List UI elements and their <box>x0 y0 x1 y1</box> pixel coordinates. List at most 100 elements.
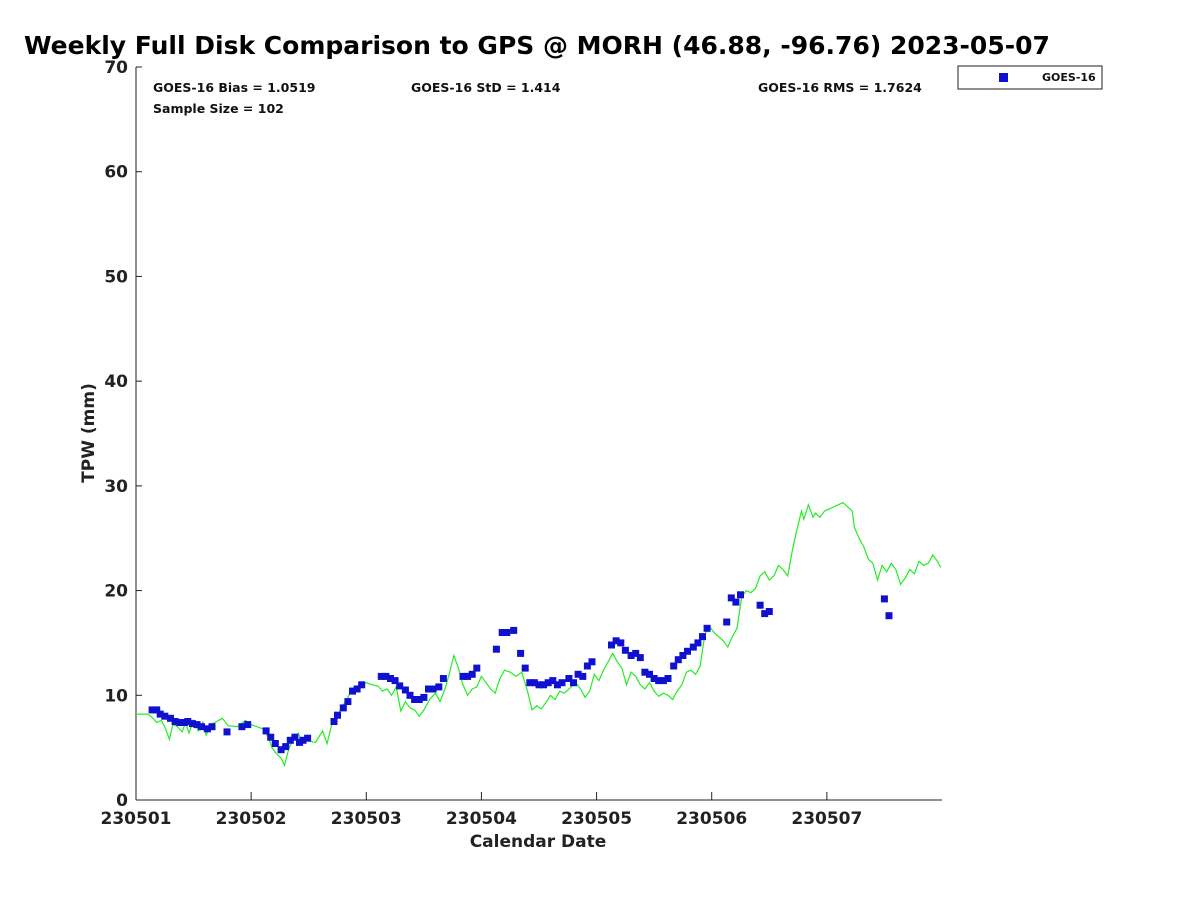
goes-16-point <box>664 675 672 682</box>
goes-16-point <box>679 652 687 659</box>
goes-16-point <box>401 686 409 694</box>
goes-16-point <box>208 723 216 731</box>
goes-16-point <box>608 641 615 649</box>
x-axis-label: Calendar Date <box>470 832 607 852</box>
x-tick-label: 230506 <box>676 809 747 829</box>
goes-16-point <box>387 675 394 682</box>
goes-16-point <box>468 670 476 678</box>
goes-16-point <box>156 710 164 718</box>
goes-16-point <box>184 718 192 725</box>
y-tick-label: 70 <box>104 58 128 78</box>
goes-16-point <box>588 658 596 666</box>
x-tick-label: 230503 <box>331 809 402 829</box>
x-ticks: 230501 230502 230503 230504 230505 230506 2305… <box>101 792 862 829</box>
goes-16-point <box>549 677 557 685</box>
y-tick-label: 60 <box>104 163 128 183</box>
goes-16-point <box>761 610 769 618</box>
goes-16-point <box>737 591 744 599</box>
y-tick-label: 30 <box>104 477 128 497</box>
y-tick-label: 50 <box>104 267 128 287</box>
goes-16-point <box>535 681 543 689</box>
goes-16-point <box>727 594 735 602</box>
y-tick-label: 0 <box>116 791 128 811</box>
goes-16-point <box>636 654 644 662</box>
legend: GOES-16 <box>957 65 1103 90</box>
gps-line <box>136 501 942 768</box>
goes-16-point <box>171 718 179 725</box>
goes-16-point <box>439 675 447 682</box>
goes-16-point <box>641 668 649 676</box>
legend-marker-goes-16 <box>999 73 1008 82</box>
goes-16-point <box>655 677 663 685</box>
goes-16-point <box>517 649 525 657</box>
goes-16-point <box>176 719 184 726</box>
goes-16-point <box>464 672 472 680</box>
goes-16-point <box>732 598 740 606</box>
goes-16-point <box>267 733 275 741</box>
goes-16-point <box>286 736 294 744</box>
goes-16-point <box>510 626 518 634</box>
goes-16-point <box>198 723 206 731</box>
goes-16-point <box>396 682 404 690</box>
goes-16-point <box>425 685 432 693</box>
goes-16-point <box>612 637 620 645</box>
goes-16-point <box>650 675 658 682</box>
y-tick-label: 10 <box>104 686 128 706</box>
chart-title: Weekly Full Disk Comparison to GPS @ MOR… <box>24 31 1050 60</box>
goes-16-markers <box>148 591 893 754</box>
goes-16-point <box>358 681 366 689</box>
goes-16-point <box>498 629 506 636</box>
goes-16-point <box>262 727 270 735</box>
x-tick-label: 230505 <box>561 809 632 829</box>
goes-16-point <box>765 608 773 615</box>
y-tick-label: 40 <box>104 372 128 392</box>
goes-16-point <box>391 677 399 685</box>
goes-16-point <box>632 649 640 657</box>
goes-16-point <box>530 679 538 687</box>
goes-16-point <box>621 646 629 654</box>
goes-16-point <box>521 664 529 672</box>
goes-16-point <box>411 696 419 703</box>
goes-16-point <box>570 679 577 687</box>
legend-label-goes-16: GOES-16 <box>1042 71 1096 84</box>
y-tick-label: 20 <box>104 582 128 602</box>
plot-area <box>135 67 942 801</box>
goes-16-point <box>674 656 682 664</box>
goes-16-point <box>503 629 511 636</box>
goes-16-point <box>429 685 437 693</box>
goes-16-point <box>880 595 888 603</box>
rms-stat: GOES-16 RMS = 1.7624 <box>758 80 922 95</box>
goes-16-point <box>703 624 711 632</box>
goes-16-point <box>153 706 161 714</box>
y-axis-label: TPW (mm) <box>79 383 99 483</box>
x-tick-label: 230504 <box>446 809 517 829</box>
goes-16-point <box>188 720 196 728</box>
goes-16-point <box>544 679 552 687</box>
goes-16-point <box>353 685 361 693</box>
goes-16-point <box>291 733 299 741</box>
goes-16-point <box>526 679 534 687</box>
goes-16-point <box>473 664 481 672</box>
goes-16-point <box>694 639 702 647</box>
goes-16-point <box>420 693 428 701</box>
goes-16-point <box>377 672 385 680</box>
goes-16-point <box>271 740 279 747</box>
x-tick-label: 230507 <box>791 809 862 829</box>
goes-16-point <box>339 704 347 712</box>
goes-16-point <box>579 672 587 680</box>
goes-16-point <box>699 633 706 641</box>
goes-16-point <box>617 639 625 647</box>
goes-16-point <box>382 672 390 680</box>
goes-16-point <box>885 612 893 620</box>
goes-16-point <box>553 681 561 689</box>
goes-16-point <box>167 714 174 722</box>
goes-16-point <box>756 601 764 609</box>
goes-16-point <box>193 721 201 729</box>
goes-16-point <box>415 696 423 703</box>
goes-16-point <box>689 643 697 651</box>
bias-stat: GOES-16 Bias = 1.0519 <box>153 80 315 95</box>
goes-16-point <box>565 675 573 682</box>
goes-16-point <box>334 711 341 719</box>
goes-16-point <box>659 677 667 685</box>
goes-16-point <box>574 670 582 678</box>
